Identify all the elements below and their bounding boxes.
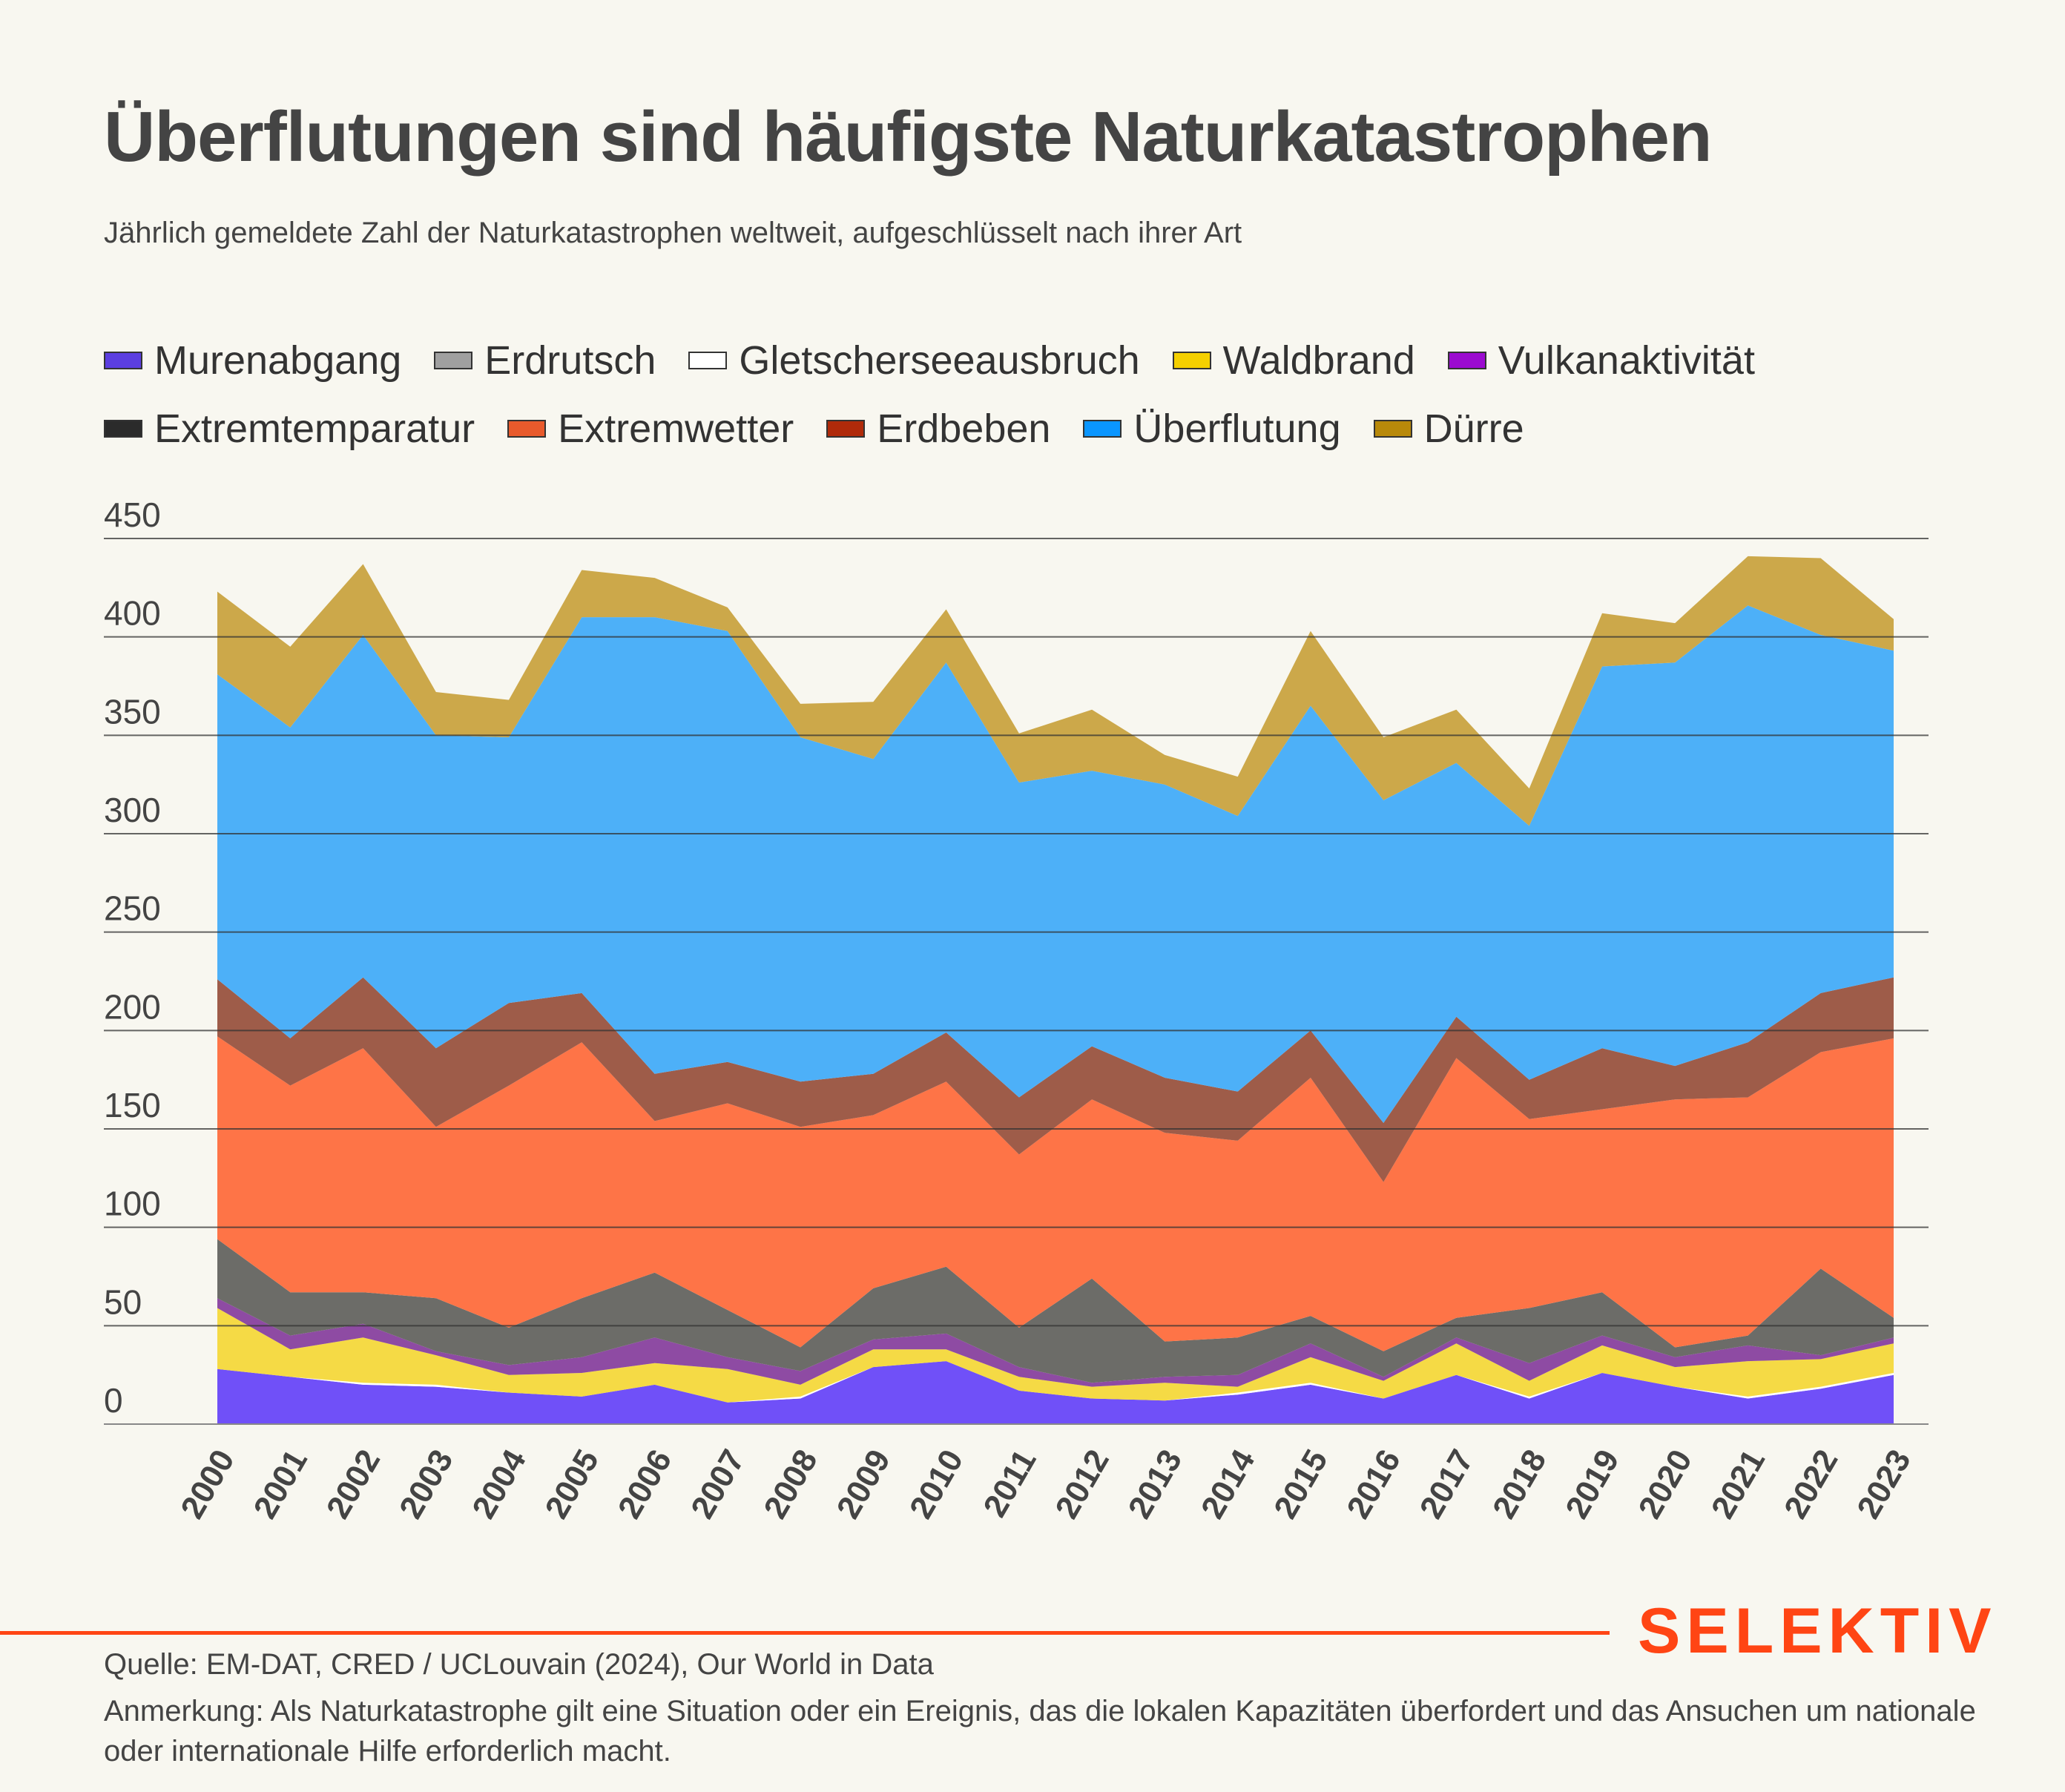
y-tick-label: 200	[104, 987, 161, 1026]
y-tick-label: 350	[104, 692, 161, 731]
legend-swatch	[688, 352, 728, 369]
legend-row-1: Murenabgang Erdrutsch Gletscherseeausbru…	[104, 326, 2003, 395]
x-tick-label: 2009	[830, 1443, 898, 1524]
legend-swatch	[1447, 352, 1486, 369]
legend-label: Überflutung	[1133, 406, 1341, 451]
footer-divider	[0, 1631, 1610, 1635]
grid-layer	[104, 538, 1929, 1425]
x-tick-label: 2000	[174, 1443, 241, 1524]
area-extremwetter	[217, 1036, 1894, 1351]
x-tick-label: 2002	[320, 1443, 387, 1524]
area-vulkanaktivität	[217, 1298, 1894, 1387]
x-tick-label: 2016	[1340, 1443, 1408, 1524]
brand-logo: SELEKTIV	[1638, 1595, 1998, 1667]
x-tick-label: 2012	[1048, 1443, 1116, 1524]
x-tick-label: 2004	[465, 1443, 533, 1525]
legend-item-waldbrand: Waldbrand	[1172, 337, 1415, 383]
legend-label: Erdrutsch	[484, 338, 656, 383]
legend-swatch	[1373, 420, 1412, 438]
legend-swatch	[1083, 420, 1122, 438]
legend-swatch	[104, 352, 142, 369]
y-tick-label: 0	[104, 1381, 123, 1420]
y-tick-label: 450	[104, 495, 161, 534]
legend-label: Extremwetter	[558, 406, 794, 451]
x-tick-label: 2015	[1267, 1443, 1334, 1524]
legend-row-2: Extremtemparatur Extremwetter Erdbeben Ü…	[104, 395, 2003, 463]
legend-label: Erdbeben	[877, 406, 1051, 451]
legend-label: Extremtemparatur	[154, 406, 475, 451]
x-tick-label: 2020	[1632, 1443, 1699, 1524]
stacked-area-chart: 0 50 100 150 200 250 300 350 400 450 2000 2001 2002…	[104, 495, 1929, 1525]
legend-swatch	[1172, 352, 1211, 369]
legend-item-duerre: Dürre	[1373, 406, 1524, 452]
legend-label: Dürre	[1423, 406, 1524, 451]
legend-label: Gletscherseeausbruch	[739, 338, 1140, 383]
x-tick-label: 2006	[611, 1443, 679, 1524]
x-tick-label: 2005	[539, 1443, 606, 1524]
legend-item-extremtemparatur: Extremtemparatur	[104, 406, 475, 452]
note-text: Anmerkung: Als Naturkatastrophe gilt ein…	[104, 1695, 1976, 1768]
area-erdbeben	[217, 977, 1894, 1182]
x-tick-label: 2023	[1850, 1443, 1917, 1524]
legend-label: Vulkanaktivität	[1498, 338, 1755, 383]
x-tick-label: 2017	[1413, 1443, 1481, 1524]
legend-swatch	[434, 352, 473, 369]
legend-label: Murenabgang	[154, 338, 402, 383]
legend-item-ueberflutung: Überflutung	[1083, 406, 1341, 452]
source-text: Quelle: EM-DAT, CRED / UCLouvain (2024),…	[104, 1648, 934, 1681]
area-murenabgang	[217, 1361, 1894, 1424]
x-tick-label: 2021	[1705, 1443, 1772, 1524]
y-tick-label: 400	[104, 594, 161, 633]
x-tick-label: 2022	[1777, 1443, 1845, 1524]
x-tick-label: 2001	[247, 1443, 314, 1524]
legend-item-erdrutsch: Erdrutsch	[434, 337, 656, 383]
y-tick-label: 100	[104, 1185, 161, 1223]
legend-item-murenabgang: Murenabgang	[104, 337, 401, 383]
x-tick-label: 2010	[903, 1443, 970, 1524]
y-tick-label: 50	[104, 1282, 142, 1321]
x-tick-label: 2011	[976, 1443, 1043, 1523]
legend-item-extremwetter: Extremwetter	[507, 406, 794, 452]
y-tick-label: 300	[104, 791, 161, 829]
area-dürre	[217, 556, 1894, 826]
legend-swatch	[507, 420, 547, 438]
legend: Murenabgang Erdrutsch Gletscherseeausbru…	[104, 326, 2003, 463]
x-tick-label: 2019	[1558, 1443, 1626, 1524]
y-axis: 0 50 100 150 200 250 300 350 400 450	[104, 495, 161, 1420]
x-tick-label: 2018	[1486, 1443, 1553, 1524]
area-layer	[217, 556, 1894, 1424]
legend-item-vulkanaktivitaet: Vulkanaktivität	[1447, 337, 1755, 383]
x-tick-label: 2014	[1194, 1443, 1262, 1525]
legend-item-gletscherseeausbruch: Gletscherseeausbruch	[688, 337, 1140, 383]
chart-title: Überflutungen sind häufigste Naturkatast…	[104, 97, 1712, 177]
x-tick-label: 2007	[684, 1443, 751, 1524]
legend-swatch	[826, 420, 866, 438]
legend-label: Waldbrand	[1222, 338, 1415, 383]
x-axis: 2000 2001 2002 2003 2004 2005 2006 2007 2008 2009…	[174, 1443, 1917, 1525]
y-tick-label: 250	[104, 889, 161, 928]
area-waldbrand	[217, 1308, 1894, 1403]
y-tick-label: 150	[104, 1086, 161, 1124]
legend-item-erdbeben: Erdbeben	[826, 406, 1050, 452]
x-tick-label: 2008	[757, 1443, 824, 1524]
x-tick-label: 2013	[1122, 1443, 1189, 1524]
x-tick-label: 2003	[392, 1443, 460, 1524]
chart-subtitle: Jährlich gemeldete Zahl der Naturkatastr…	[104, 217, 1242, 249]
legend-swatch	[104, 420, 142, 438]
area-erdrutsch	[217, 1239, 1894, 1383]
